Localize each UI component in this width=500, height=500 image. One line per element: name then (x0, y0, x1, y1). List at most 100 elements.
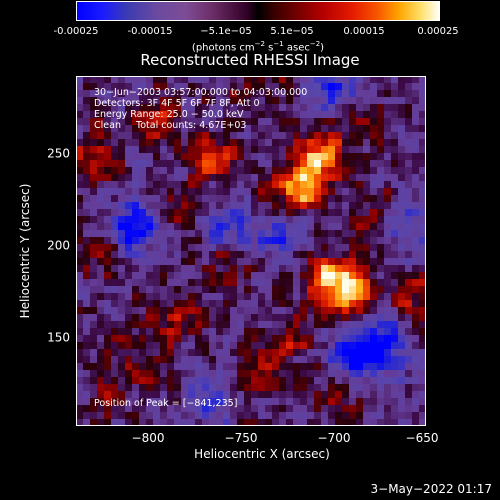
heatmap-cell (139, 125, 147, 133)
heatmap-cell (132, 384, 140, 392)
heatmap-cell (314, 384, 322, 392)
heatmap-cell (160, 384, 168, 392)
heatmap-cell (349, 412, 357, 420)
heatmap-cell (181, 272, 189, 280)
heatmap-cell (139, 258, 147, 266)
heatmap-cell (342, 195, 350, 203)
heatmap-cell (223, 146, 231, 154)
heatmap-cell (405, 384, 413, 392)
heatmap-cell (216, 160, 224, 168)
heatmap-cell (314, 321, 322, 329)
heatmap-cell (181, 209, 189, 217)
heatmap-cell (398, 356, 406, 364)
heatmap-cell (279, 265, 287, 273)
heatmap-cell (342, 90, 350, 98)
heatmap-cell (349, 286, 357, 294)
heatmap-cell (216, 216, 224, 224)
heatmap-cell (188, 202, 196, 210)
heatmap-cell (419, 419, 426, 426)
heatmap-cell (349, 76, 357, 84)
heatmap-cell (111, 223, 119, 231)
heatmap-cell (419, 286, 426, 294)
heatmap-cell (202, 272, 210, 280)
heatmap-cell (349, 335, 357, 343)
heatmap-cell (335, 153, 343, 161)
heatmap-cell (125, 230, 133, 238)
heatmap-cell (412, 139, 420, 147)
heatmap-cell (286, 195, 294, 203)
heatmap-cell (398, 160, 406, 168)
heatmap-cell (174, 237, 182, 245)
heatmap-cell (160, 419, 168, 426)
heatmap-cell (363, 111, 371, 119)
heatmap-cell (181, 181, 189, 189)
heatmap-cell (342, 405, 350, 413)
heatmap-cell (139, 391, 147, 399)
heatmap-cell (76, 328, 84, 336)
heatmap-cell (223, 272, 231, 280)
heatmap-cell (272, 76, 280, 84)
heatmap-cell (384, 174, 392, 182)
heatmap-cell (230, 167, 238, 175)
heatmap-cell (223, 377, 231, 385)
heatmap-cell (132, 286, 140, 294)
heatmap-cell (90, 251, 98, 259)
heatmap-cell (328, 349, 336, 357)
heatmap-cell (391, 195, 399, 203)
heatmap-cell (104, 307, 112, 315)
heatmap-cell (76, 272, 84, 280)
heatmap-cell (188, 272, 196, 280)
heatmap-cell (97, 230, 105, 238)
heatmap-cell (307, 111, 315, 119)
heatmap-cell (104, 223, 112, 231)
heatmap-cell (90, 153, 98, 161)
heatmap-cell (167, 111, 175, 119)
heatmap-cell (244, 342, 252, 350)
heatmap-cell (139, 167, 147, 175)
heatmap-cell (160, 76, 168, 84)
heatmap-cell (412, 230, 420, 238)
heatmap-cell (160, 237, 168, 245)
heatmap-cell (251, 419, 259, 426)
heatmap-cell (146, 167, 154, 175)
heatmap-cell (321, 328, 329, 336)
heatmap-cell (391, 83, 399, 91)
heatmap-cell (97, 202, 105, 210)
heatmap-cell (419, 272, 426, 280)
heatmap-cell (209, 314, 217, 322)
heatmap-cell (398, 97, 406, 105)
heatmap-cell (76, 90, 84, 98)
heatmap-cell (139, 230, 147, 238)
heatmap-cell (118, 209, 126, 217)
heatmap-cell (300, 370, 308, 378)
heatmap-cell (202, 160, 210, 168)
heatmap-cell (230, 216, 238, 224)
heatmap-cell (174, 405, 182, 413)
heatmap-cell (90, 419, 98, 426)
heatmap-cell (244, 230, 252, 238)
heatmap-cell (216, 188, 224, 196)
heatmap-cell (111, 307, 119, 315)
heatmap-cell (76, 167, 84, 175)
heatmap-cell (307, 300, 315, 308)
heatmap-cell (363, 160, 371, 168)
heatmap-cell (209, 139, 217, 147)
heatmap-cell (146, 118, 154, 126)
heatmap-cell (377, 377, 385, 385)
heatmap-cell (160, 139, 168, 147)
heatmap-cell (251, 104, 259, 112)
heatmap-cell (132, 293, 140, 301)
heatmap-cell (118, 356, 126, 364)
heatmap-cell (300, 111, 308, 119)
heatmap-cell (118, 293, 126, 301)
heatmap-cell (125, 188, 133, 196)
heatmap-cell (216, 391, 224, 399)
heatmap-cell (356, 111, 364, 119)
heatmap-cell (419, 384, 426, 392)
heatmap-cell (370, 251, 378, 259)
heatmap-cell (279, 125, 287, 133)
heatmap-cell (328, 167, 336, 175)
heatmap-cell (132, 300, 140, 308)
heatmap-cell (202, 146, 210, 154)
heatmap-cell (300, 251, 308, 259)
